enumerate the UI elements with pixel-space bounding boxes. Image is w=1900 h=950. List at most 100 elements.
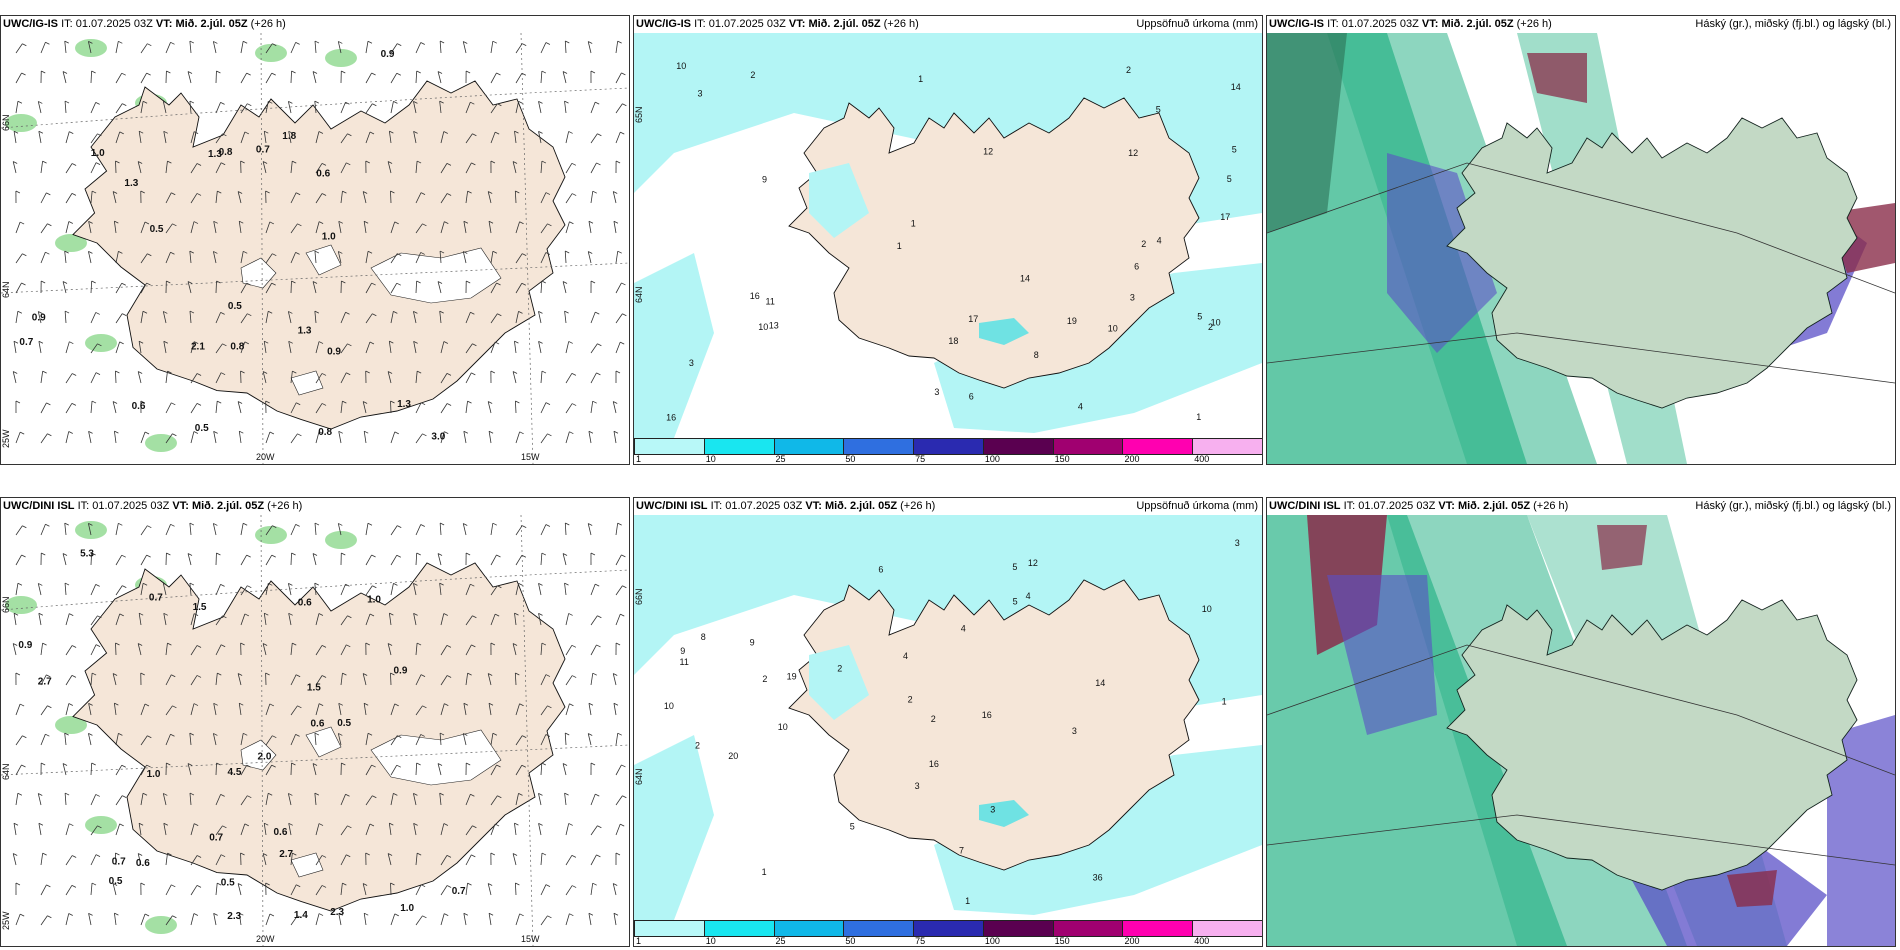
wind-barb (538, 613, 542, 626)
wind-barb (613, 913, 617, 926)
wind-barb-tick (15, 400, 21, 404)
wind-barb-tick (613, 673, 618, 676)
wind-barb (465, 794, 471, 806)
wind-barb-tick (420, 524, 425, 527)
map-canvas[interactable] (1267, 33, 1895, 464)
wind-barb (440, 131, 445, 144)
map-canvas[interactable]: 5231141012109345233616192011109164621785… (634, 515, 1262, 946)
wind-barb (165, 524, 171, 536)
glaciers (240, 726, 502, 878)
wind-barb (65, 193, 73, 204)
wind-barb-tick (95, 102, 100, 105)
wind-barb-tick (146, 72, 151, 76)
wind-barb-tick (512, 643, 518, 646)
wind-barb-tick (463, 733, 468, 736)
map-panel[interactable]: UWC/DINI ISL IT: 01.07.2025 03Z VT: Mið.… (1266, 497, 1896, 947)
precip-value: 4 (961, 624, 966, 634)
map-panel[interactable]: UWC/DINI ISL IT: 01.07.2025 03Z VT: Mið.… (633, 497, 1263, 947)
wind-barb-tick (112, 883, 118, 886)
wind-barb-tick (171, 884, 176, 888)
wind-barb (515, 283, 523, 294)
precip-value: 8 (701, 632, 706, 642)
wind-barb (190, 703, 195, 716)
wind-barb-tick (147, 43, 152, 47)
wind-barb (65, 913, 70, 926)
wind-barb-tick (297, 223, 302, 227)
map-canvas[interactable]: 1.42.00.50.61.02.70.90.60.60.71.50.50.70… (1, 515, 629, 946)
wind-barb-tick (597, 133, 602, 137)
wind-barb (90, 281, 93, 294)
wind-barb (564, 101, 567, 114)
wind-barb-tick (146, 764, 151, 768)
wind-barb-tick (568, 613, 573, 616)
wind-barb (140, 311, 144, 324)
gust-area (85, 334, 117, 352)
wind-barb (540, 402, 547, 414)
wind-barb-tick (288, 130, 293, 134)
wind-barb-tick (588, 430, 594, 434)
precip-value: 20 (728, 751, 738, 761)
wind-barb-tick (264, 130, 269, 134)
wind-barb-tick (142, 792, 148, 796)
wind-barb-tick (345, 583, 350, 587)
wind-barb (515, 735, 523, 746)
wind-barb (365, 585, 373, 596)
glacier-myrdalsjokull (290, 370, 324, 396)
wind-barb-tick (596, 372, 601, 376)
wind-barb-tick (416, 280, 421, 284)
wind-barb-tick (597, 343, 602, 347)
wind-barb-tick (91, 762, 96, 766)
wind-barb-tick (470, 583, 475, 587)
colorbar-tick-label: 150 (1054, 454, 1070, 464)
gust-value: 0.6 (132, 401, 146, 412)
precip-value: 3 (915, 781, 920, 791)
wind-barb (115, 72, 123, 84)
map-canvas[interactable]: 1.30.60.91.01.80.50.90.8 0.70.7 2.11.30.90… (1, 33, 629, 464)
colorbar-swatch (773, 920, 845, 937)
wind-barb (88, 221, 92, 234)
wind-barb (312, 763, 317, 776)
wind-barb (515, 101, 519, 114)
gust-area (325, 531, 357, 549)
wind-barb (390, 282, 398, 294)
wind-barb (240, 585, 248, 596)
map-panel[interactable]: UWC/IG-IS IT: 01.07.2025 03Z VT: Mið. 2.… (633, 15, 1263, 465)
wind-barb-tick (463, 251, 468, 254)
gust-area (145, 916, 177, 934)
wind-barb-tick (590, 280, 596, 284)
wind-barb (415, 71, 418, 84)
wind-barb-tick (312, 71, 318, 74)
wind-barb-tick (597, 825, 602, 829)
wind-barb (540, 524, 547, 536)
colorbar-swatch (634, 920, 705, 937)
map-canvas[interactable]: 2133254111314101039651216171417181916510… (634, 33, 1262, 464)
model-name: UWC/DINI ISL (636, 500, 708, 512)
wind-barb (290, 223, 298, 234)
map-panel[interactable]: UWC/IG-IS IT: 01.07.2025 03Z VT: Mið. 2.… (1266, 15, 1896, 465)
map-panel[interactable]: UWC/IG-IS IT: 01.07.2025 03Z VT: Mið. 2.… (0, 15, 630, 465)
wind-barb (437, 281, 442, 294)
glacier-vatnajokull (370, 729, 502, 786)
wind-barb-tick (521, 72, 527, 76)
wind-barb (439, 583, 442, 596)
wind-barb-tick (338, 733, 343, 736)
wind-barb (540, 734, 547, 746)
wind-barb-tick (488, 191, 493, 194)
wind-barb-tick (488, 430, 494, 434)
wind-barb-tick (247, 313, 252, 317)
valid-time-label: VT: (155, 18, 173, 30)
wind-barb (564, 251, 567, 264)
wind-barb-tick (496, 764, 501, 768)
wind-barb-tick (569, 913, 574, 917)
map-canvas[interactable] (1267, 515, 1895, 946)
map-panel[interactable]: UWC/DINI ISL IT: 01.07.2025 03Z VT: Mið.… (0, 497, 630, 947)
gust-value: 1.3 (298, 325, 312, 336)
iceland-landmass (1446, 117, 1858, 409)
wind-barb-tick (446, 193, 452, 196)
wind-barb-tick (569, 221, 574, 225)
wind-barb (390, 253, 398, 264)
wind-barb-tick (45, 251, 50, 255)
gust-value: 0.5 (150, 224, 164, 235)
wind-barb (540, 643, 543, 656)
gust-value: 0.6 (316, 169, 330, 180)
